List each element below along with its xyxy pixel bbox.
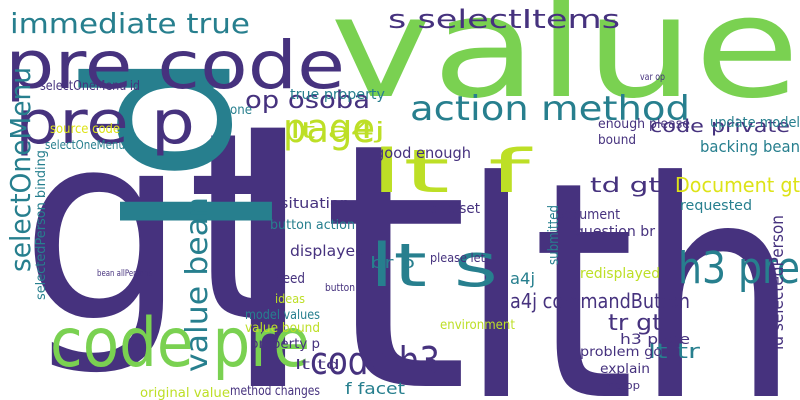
word: value bbox=[330, 0, 800, 130]
word: lt bbox=[215, 71, 470, 400]
word: lt tr bbox=[648, 339, 701, 363]
word: ime op bbox=[600, 379, 640, 392]
word: selectOneMenu bbox=[45, 138, 125, 152]
word: question br bbox=[575, 224, 655, 240]
word: lth bbox=[460, 118, 800, 400]
word: action method bbox=[410, 89, 690, 129]
word: h3 page bbox=[620, 332, 690, 348]
word: a4j commandButton bbox=[510, 289, 690, 313]
word: explain bbox=[600, 362, 650, 377]
word: id selectedPerson bbox=[768, 215, 788, 350]
word: model values bbox=[245, 308, 320, 323]
word: value bean bbox=[180, 197, 215, 372]
word: code private bbox=[650, 116, 790, 137]
word: displayed bbox=[290, 242, 365, 260]
word: lt td bbox=[295, 358, 340, 373]
word: source code bbox=[50, 122, 120, 137]
word: requested bbox=[680, 198, 752, 214]
word: tr gt bbox=[608, 311, 662, 336]
word: lt f bbox=[370, 137, 534, 207]
word: bound bbox=[598, 133, 636, 148]
word: selectedPerson binding bbox=[34, 150, 49, 300]
word: one bbox=[230, 103, 252, 118]
word: need bbox=[275, 271, 305, 287]
word: value bound bbox=[245, 321, 320, 336]
word: code pre bbox=[50, 304, 310, 383]
word: a4j bbox=[510, 269, 535, 288]
word: bean allPersons bbox=[97, 269, 152, 279]
word: backing bean bbox=[700, 137, 800, 156]
word: update model bbox=[710, 115, 800, 131]
word: button bbox=[325, 281, 355, 294]
word: problem good bbox=[580, 345, 680, 360]
word: page bbox=[283, 106, 375, 152]
word: s selectItems bbox=[388, 5, 620, 35]
word: var op bbox=[640, 72, 665, 83]
word: method changes bbox=[230, 384, 320, 399]
word: property p bbox=[250, 337, 320, 352]
word: situation bbox=[280, 196, 350, 212]
word: original value bbox=[140, 386, 230, 400]
word: h3 pre bbox=[678, 243, 800, 294]
word: pre code bbox=[5, 27, 345, 104]
word: code h3 bbox=[310, 339, 440, 383]
word: environment bbox=[440, 318, 515, 333]
word: pl bbox=[72, 50, 305, 240]
word: gt bbox=[20, 78, 290, 380]
word: true property bbox=[290, 87, 385, 103]
word: f facet bbox=[345, 379, 405, 398]
word: good enough bbox=[375, 144, 471, 162]
word: lt s bbox=[370, 231, 498, 301]
word: one set bbox=[430, 201, 480, 217]
word: selectOneMenu id bbox=[40, 79, 140, 94]
word: submitted bbox=[546, 205, 562, 265]
word: selectOneMenu bbox=[4, 67, 37, 272]
word: redisplayed bbox=[580, 266, 660, 282]
word: Document bbox=[555, 207, 620, 223]
word: enough please bbox=[598, 117, 690, 132]
word: immediate true bbox=[10, 7, 250, 40]
word: op osoba bbox=[245, 86, 370, 114]
word: please let bbox=[430, 251, 485, 265]
word: ideas bbox=[275, 292, 305, 306]
word: lt a4j bbox=[290, 119, 385, 144]
word: Document gt bbox=[675, 173, 800, 197]
word: td gt bbox=[590, 173, 660, 197]
word: pre p bbox=[15, 88, 195, 158]
word: br p bbox=[370, 253, 415, 272]
word: button action bbox=[270, 218, 355, 233]
